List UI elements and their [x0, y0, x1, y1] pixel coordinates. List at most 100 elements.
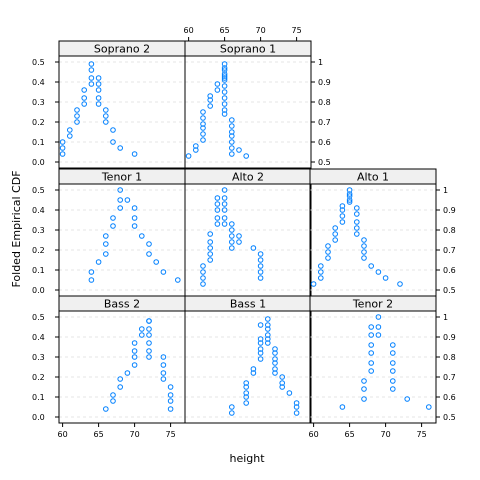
data-point [319, 270, 324, 275]
y-tick-label-right: 0.6 [318, 138, 331, 147]
y-tick-label: 0.5 [32, 58, 45, 67]
panel-strip-label: Soprano 2 [94, 43, 150, 56]
data-point [75, 114, 80, 119]
y-tick-label-right: 0.5 [443, 413, 456, 422]
y-tick-label: 0.5 [32, 186, 45, 195]
data-point [237, 240, 242, 245]
data-point [230, 246, 235, 251]
x-tick-label-top: 65 [220, 26, 230, 35]
data-point [215, 196, 220, 201]
data-point [230, 152, 235, 157]
data-point [362, 256, 367, 261]
panel-strip-label: Tenor 1 [101, 171, 142, 184]
data-point [355, 206, 360, 211]
data-point [111, 224, 116, 229]
data-point [201, 282, 206, 287]
panel-soprano-2: Soprano 2 [59, 41, 185, 168]
data-point [222, 196, 227, 201]
data-point [333, 238, 338, 243]
data-point [147, 349, 152, 354]
data-point [258, 276, 263, 281]
y-tick-label: 0.3 [32, 98, 45, 107]
y-tick-label: 0.1 [32, 393, 45, 402]
data-point [68, 134, 73, 139]
data-point [258, 357, 263, 362]
data-point [161, 363, 166, 368]
x-tick-label: 60 [309, 430, 319, 439]
panel-strip-label: Bass 1 [230, 298, 266, 311]
data-point [362, 379, 367, 384]
data-point [215, 88, 220, 93]
y-tick-label-right: 0.7 [318, 118, 331, 127]
data-point [201, 110, 206, 115]
data-point [208, 232, 213, 237]
y-tick-label: 0.2 [32, 118, 45, 127]
y-axis-title: Folded Empirical CDF [10, 170, 23, 287]
panel-alto-1: Alto 1 [310, 169, 436, 296]
data-point [75, 108, 80, 113]
data-point [208, 240, 213, 245]
data-point [244, 154, 249, 159]
data-point [355, 212, 360, 217]
data-point [201, 116, 206, 121]
data-point [89, 76, 94, 81]
data-point [244, 401, 249, 406]
panel-strip-label: Soprano 1 [220, 43, 276, 56]
data-point [82, 96, 87, 101]
data-point [68, 128, 73, 133]
data-point [369, 264, 374, 269]
x-tick-label: 75 [417, 430, 427, 439]
data-point [222, 90, 227, 95]
data-point [125, 198, 130, 203]
data-point [237, 148, 242, 153]
panel-bass-1: Bass 1 [185, 296, 311, 423]
data-point [369, 369, 374, 374]
data-point [215, 222, 220, 227]
y-tick-label-right: 0.9 [443, 333, 456, 342]
data-point [391, 361, 396, 366]
data-point [132, 152, 137, 157]
data-point [230, 118, 235, 123]
panel-strip-label: Alto 2 [232, 171, 264, 184]
data-point [104, 114, 109, 119]
y-tick-label-right: 1 [318, 58, 323, 67]
data-point [125, 371, 130, 376]
data-point [168, 399, 173, 404]
data-point [391, 351, 396, 356]
data-point [215, 202, 220, 207]
data-point [326, 256, 331, 261]
data-point [369, 361, 374, 366]
data-point [140, 234, 145, 239]
data-point [258, 323, 263, 328]
y-tick-label-right: 0.9 [443, 206, 456, 215]
data-point [230, 124, 235, 129]
data-point [132, 224, 137, 229]
data-point [104, 108, 109, 113]
data-point [391, 369, 396, 374]
data-point [201, 132, 206, 137]
data-point [230, 240, 235, 245]
data-point [237, 234, 242, 239]
data-point [391, 343, 396, 348]
data-point [96, 96, 101, 101]
data-point [294, 411, 299, 416]
panel-bass-2: Bass 2 [59, 296, 185, 423]
data-point [89, 278, 94, 283]
y-tick-label-right: 0.8 [443, 226, 456, 235]
y-tick-label: 0.0 [32, 158, 45, 167]
data-point [398, 282, 403, 287]
x-tick-label: 65 [345, 430, 355, 439]
data-point [201, 276, 206, 281]
data-point [340, 214, 345, 219]
data-point [111, 399, 116, 404]
data-point [82, 88, 87, 93]
data-point [147, 341, 152, 346]
data-point [104, 234, 109, 239]
data-point [96, 82, 101, 87]
data-point [391, 387, 396, 392]
data-point [186, 154, 191, 159]
data-point [147, 319, 152, 324]
data-point [147, 327, 152, 332]
data-point [104, 242, 109, 247]
